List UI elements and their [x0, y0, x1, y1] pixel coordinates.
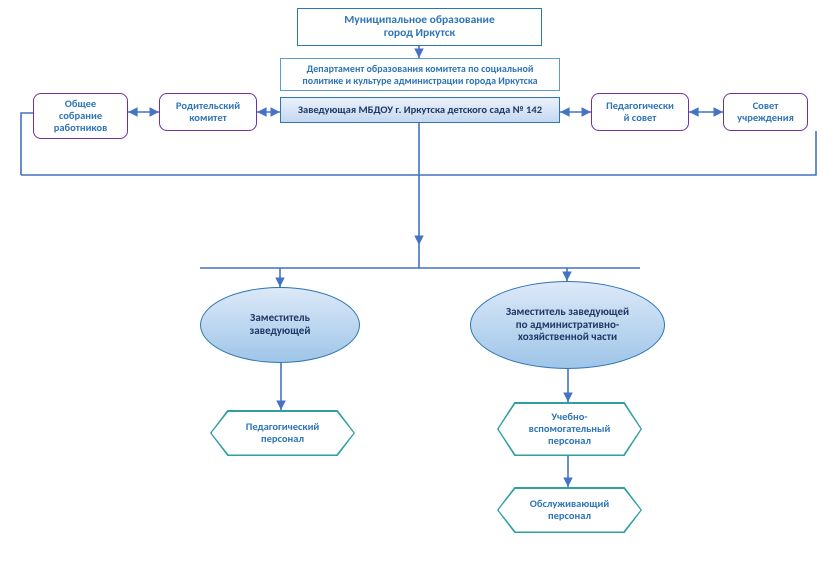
assembly-l3: работников — [54, 121, 108, 134]
department-l2: политике и культуре администрации города… — [302, 74, 537, 87]
da-l1: Заместитель заведующей — [506, 305, 629, 318]
ss-l1: Учебно- — [551, 410, 587, 423]
instc-l1: Совет — [753, 99, 779, 112]
node-parents: Родительский комитет — [159, 93, 257, 131]
node-deputy-admin: Заместитель заведующей по административн… — [470, 281, 665, 369]
node-support-staff: Учебно- вспомогательный персонал — [499, 404, 641, 455]
node-support-staff-wrap: Учебно- вспомогательный персонал — [497, 402, 642, 456]
ss-l2: вспомогательный — [529, 422, 611, 435]
node-deputy-head: Заместитель заведующей — [200, 287, 360, 363]
node-ped-council: Педагогически й совет — [591, 93, 689, 131]
municipality-l1: Муниципальное образование — [344, 13, 495, 27]
dh-l2: заведующей — [250, 324, 311, 337]
node-department: Департамент образования комитета по соци… — [280, 58, 560, 91]
edge-e-split — [200, 245, 640, 268]
node-head: Заведующая МБДОУ г. Иркутска детского са… — [280, 97, 560, 123]
assembly-l2: собрание — [59, 109, 102, 122]
head-l1: Заведующая МБДОУ г. Иркутска детского са… — [298, 104, 542, 116]
parents-l1: Родительский — [176, 99, 240, 112]
municipality-l2: город Иркутск — [384, 26, 456, 40]
pedc-l1: Педагогически — [606, 99, 674, 112]
da-l2: по административно- — [516, 318, 620, 331]
ss-l3: персонал — [548, 434, 591, 447]
node-service-staff: Обслуживающий персонал — [499, 489, 641, 532]
assembly-l1: Общее — [65, 97, 96, 110]
node-ped-staff: Педагогический персонал — [212, 412, 354, 455]
da-l3: хозяйственной части — [518, 330, 617, 343]
ps-l2: персонал — [261, 432, 304, 445]
instc-l2: учреждения — [737, 111, 794, 124]
node-service-staff-wrap: Обслуживающий персонал — [497, 487, 642, 533]
dh-l1: Заместитель — [250, 311, 310, 324]
parents-l2: комитет — [189, 111, 226, 124]
ps-l1: Педагогический — [246, 420, 320, 433]
node-municipality: Муниципальное образование город Иркутск — [297, 8, 542, 46]
node-institution-council: Совет учреждения — [723, 93, 808, 131]
node-assembly: Общее собрание работников — [33, 93, 128, 139]
sv-l2: персонал — [548, 509, 591, 522]
pedc-l2: й совет — [624, 111, 657, 124]
sv-l1: Обслуживающий — [530, 497, 609, 510]
node-ped-staff-wrap: Педагогический персонал — [210, 410, 355, 456]
